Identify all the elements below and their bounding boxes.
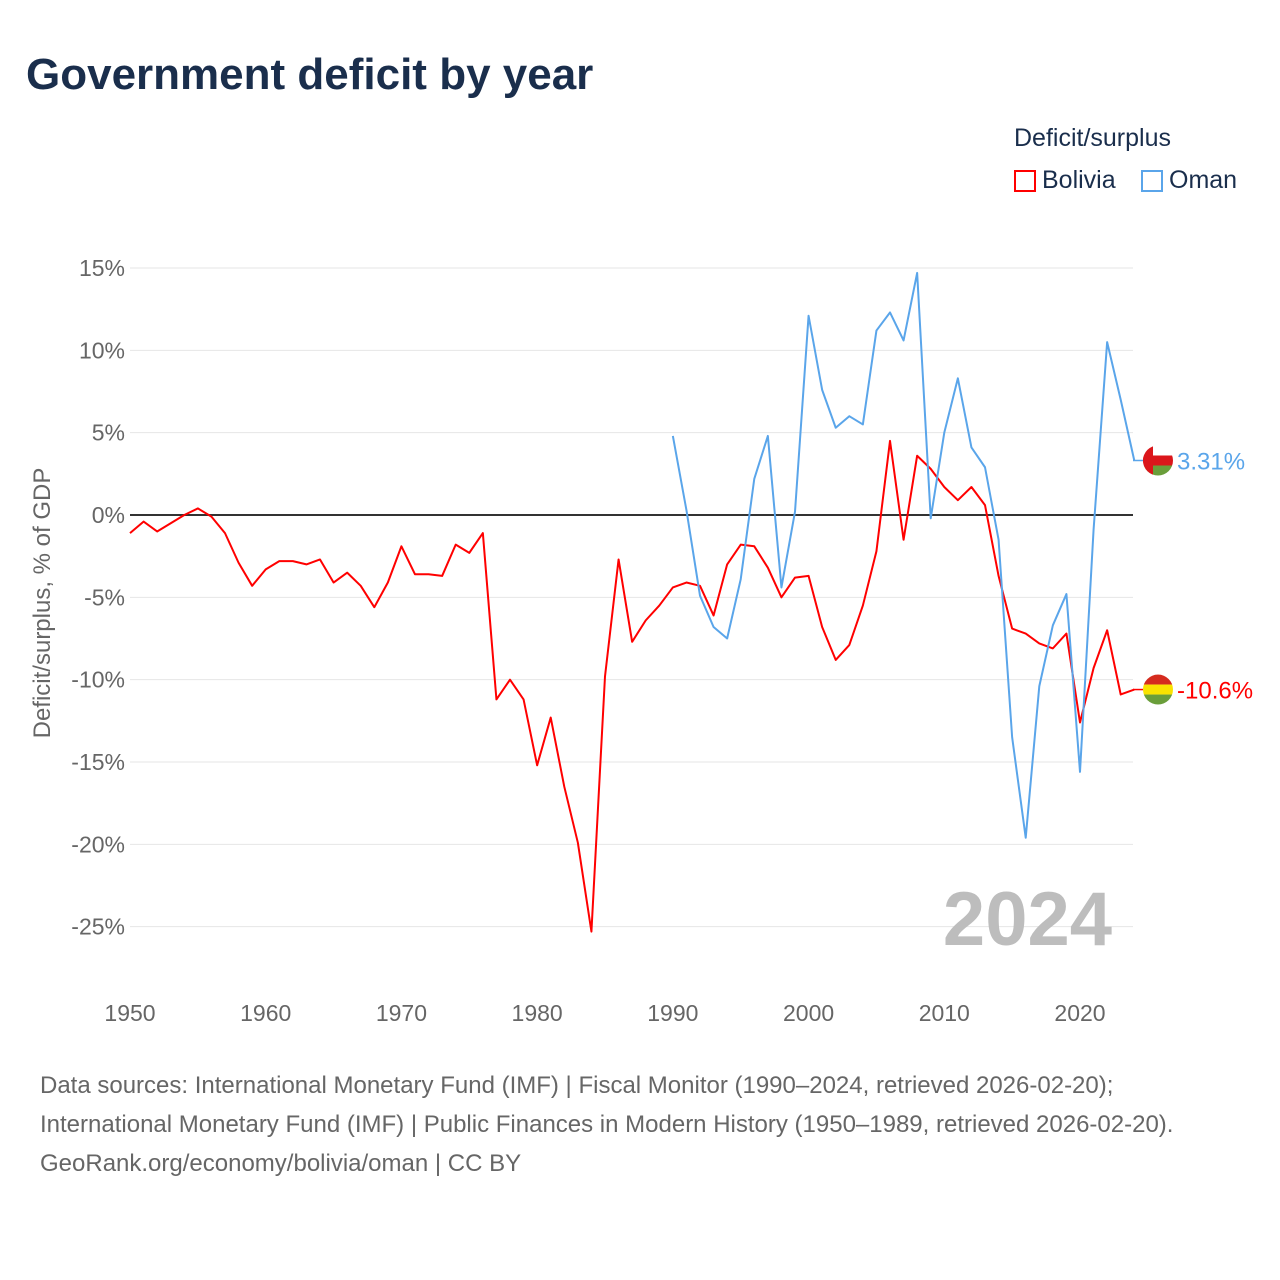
- y-tick-label: -10%: [71, 667, 125, 693]
- source-link[interactable]: GeoRank.org/economy/bolivia/oman | CC BY: [40, 1150, 522, 1177]
- y-tick-label: -20%: [71, 831, 125, 857]
- legend-label: Bolivia: [1042, 166, 1116, 194]
- flag-oman-icon: [1143, 445, 1173, 476]
- legend-label: Oman: [1169, 166, 1238, 194]
- y-tick-label: -5%: [84, 584, 125, 610]
- flag-stripe: [1143, 684, 1173, 695]
- footer: Data sources: International Monetary Fun…: [40, 1066, 1240, 1183]
- x-tick-label: 2010: [919, 1000, 970, 1026]
- legend-swatch: [1014, 169, 1036, 192]
- y-tick-label: -15%: [71, 749, 125, 775]
- x-tick-label: 1990: [647, 1000, 698, 1026]
- series-line-oman: [671, 271, 1136, 839]
- legend-title: Deficit/surplus: [1014, 124, 1171, 152]
- flag-stripe: [1143, 455, 1173, 466]
- x-tick-label: 2000: [783, 1000, 834, 1026]
- flag-hoist: [1143, 445, 1153, 476]
- y-tick-label: 5%: [92, 420, 125, 446]
- series-line-bolivia: [129, 439, 1135, 933]
- end-value-label: -10.6%: [1177, 678, 1253, 705]
- data-sources: Data sources: International Monetary Fun…: [40, 1072, 1174, 1138]
- legend-item-oman[interactable]: Oman: [1141, 166, 1237, 195]
- flag-stripe: [1143, 445, 1173, 456]
- y-tick-label: 10%: [79, 337, 125, 363]
- flag-stripe: [1143, 465, 1173, 476]
- legend-swatch: [1141, 169, 1163, 192]
- page-title: Government deficit by year: [26, 50, 594, 99]
- y-axis-label: Deficit/surplus, % of GDP: [29, 468, 56, 739]
- x-tick-label: 1960: [240, 1000, 291, 1026]
- flag-bolivia-icon: [1143, 674, 1173, 705]
- flag-stripe: [1143, 674, 1173, 685]
- y-tick-label: 15%: [79, 255, 125, 281]
- end-value-label: 3.31%: [1177, 448, 1245, 475]
- x-tick-label: 1980: [512, 1000, 563, 1026]
- y-tick-label: 0%: [92, 502, 125, 528]
- x-tick-label: 2020: [1054, 1000, 1105, 1026]
- flag-stripe: [1143, 694, 1173, 705]
- y-tick-label: -25%: [71, 914, 125, 940]
- x-tick-label: 1970: [376, 1000, 427, 1026]
- year-watermark: 2024: [943, 877, 1112, 962]
- legend-item-bolivia[interactable]: Bolivia: [1014, 166, 1116, 195]
- x-tick-label: 1950: [104, 1000, 155, 1026]
